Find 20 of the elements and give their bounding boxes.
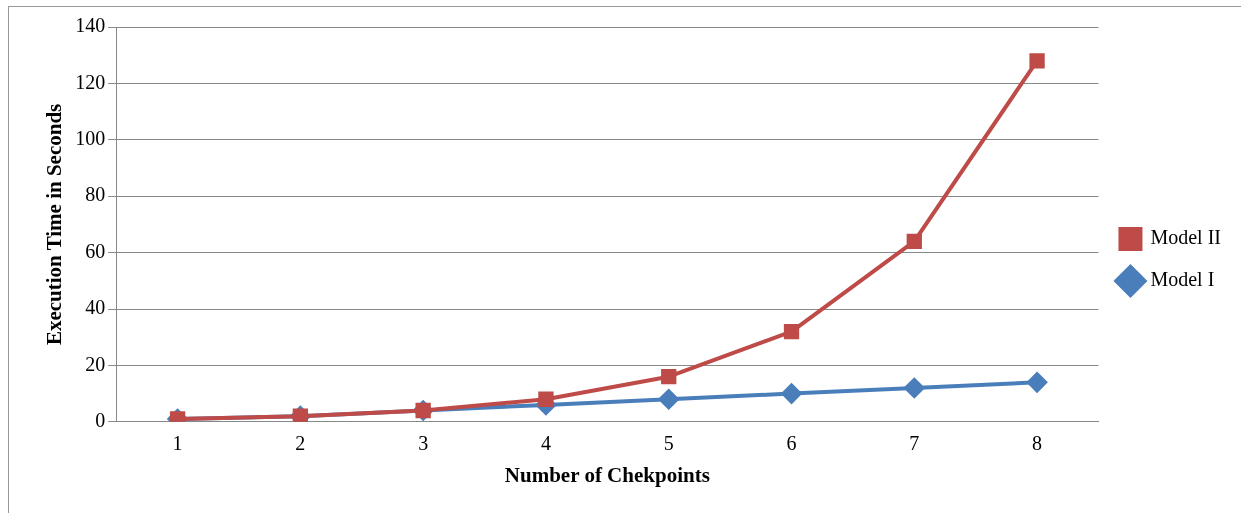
- y-tick-label: 140: [75, 14, 106, 37]
- legend-label: Model II: [1150, 226, 1222, 249]
- x-tick-label: 2: [295, 432, 306, 455]
- x-tick-label: 8: [1032, 432, 1043, 455]
- x-tick-label: 5: [663, 432, 674, 455]
- x-tick-label: 1: [172, 432, 183, 455]
- y-tick-label: 100: [75, 127, 106, 150]
- x-tick-label: 7: [909, 432, 920, 455]
- y-tick-label: 60: [85, 239, 106, 262]
- y-axis-title: Execution Time in Seconds: [42, 103, 67, 346]
- y-tick-label: 20: [85, 352, 106, 375]
- legend-label: Model I: [1150, 268, 1215, 291]
- x-axis-title: Number of Chekpoints: [504, 462, 710, 487]
- y-tick-label: 80: [85, 183, 106, 206]
- y-tick-label: 0: [95, 409, 106, 432]
- y-tick-label: 40: [85, 296, 106, 319]
- x-tick-label: 3: [418, 432, 429, 455]
- x-tick-label: 4: [540, 432, 551, 455]
- x-tick-label: 6: [786, 432, 797, 455]
- y-tick-label: 120: [75, 70, 106, 93]
